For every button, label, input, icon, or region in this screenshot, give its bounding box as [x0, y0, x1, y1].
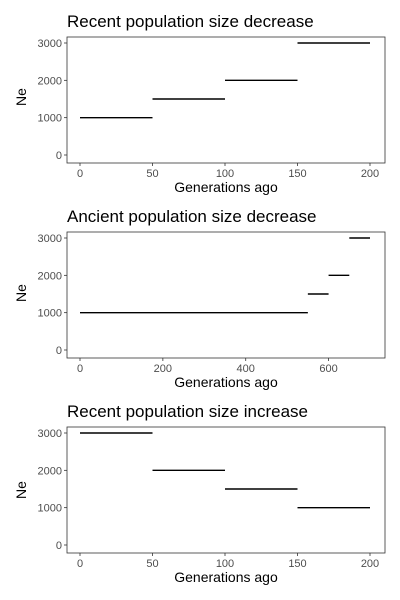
y-tick-label: 3000	[38, 233, 62, 245]
x-tick-label: 150	[288, 558, 306, 570]
y-tick-label: 0	[56, 345, 62, 357]
y-tick-label: 1000	[38, 113, 62, 125]
y-tick-label: 3000	[38, 428, 62, 440]
y-axis-title: Ne	[13, 284, 29, 302]
y-tick-label: 2000	[38, 465, 62, 477]
panel-title: Recent population size increase	[67, 402, 308, 421]
x-tick-label: 150	[288, 168, 306, 180]
x-tick-label: 100	[216, 168, 234, 180]
y-axis-title: Ne	[13, 481, 29, 499]
panel-border	[66, 231, 386, 359]
x-axis-title: Generations ago	[174, 569, 278, 585]
panel-title: Recent population size decrease	[67, 12, 314, 31]
x-tick-label: 200	[361, 168, 379, 180]
x-axis-title: Generations ago	[174, 374, 278, 390]
x-tick-label: 0	[77, 558, 83, 570]
x-axis-title: Generations ago	[174, 179, 278, 195]
chart-panel-recent-increase: Recent population size increase Generati…	[13, 402, 386, 585]
chart-panel-recent-decrease: Recent population size decrease Generati…	[13, 12, 386, 195]
x-tick-label: 50	[146, 558, 158, 570]
y-tick-label: 1000	[38, 308, 62, 320]
panel-border	[66, 36, 386, 164]
x-tick-label: 0	[77, 363, 83, 375]
y-tick-label: 3000	[38, 38, 62, 50]
x-tick-label: 50	[146, 168, 158, 180]
panel-border	[66, 426, 386, 554]
y-tick-label: 2000	[38, 75, 62, 87]
y-axis-title: Ne	[13, 88, 29, 106]
x-tick-label: 400	[237, 363, 255, 375]
y-tick-label: 0	[56, 150, 62, 162]
y-tick-label: 2000	[38, 270, 62, 282]
x-tick-label: 600	[319, 363, 337, 375]
panel-title: Ancient population size decrease	[67, 207, 317, 226]
y-tick-label: 0	[56, 540, 62, 552]
y-tick-label: 1000	[38, 503, 62, 515]
chart-panel-ancient-decrease: Ancient population size decrease Generat…	[13, 207, 386, 390]
x-tick-label: 200	[361, 558, 379, 570]
x-tick-label: 100	[216, 558, 234, 570]
x-tick-label: 200	[154, 363, 172, 375]
x-tick-label: 0	[77, 168, 83, 180]
